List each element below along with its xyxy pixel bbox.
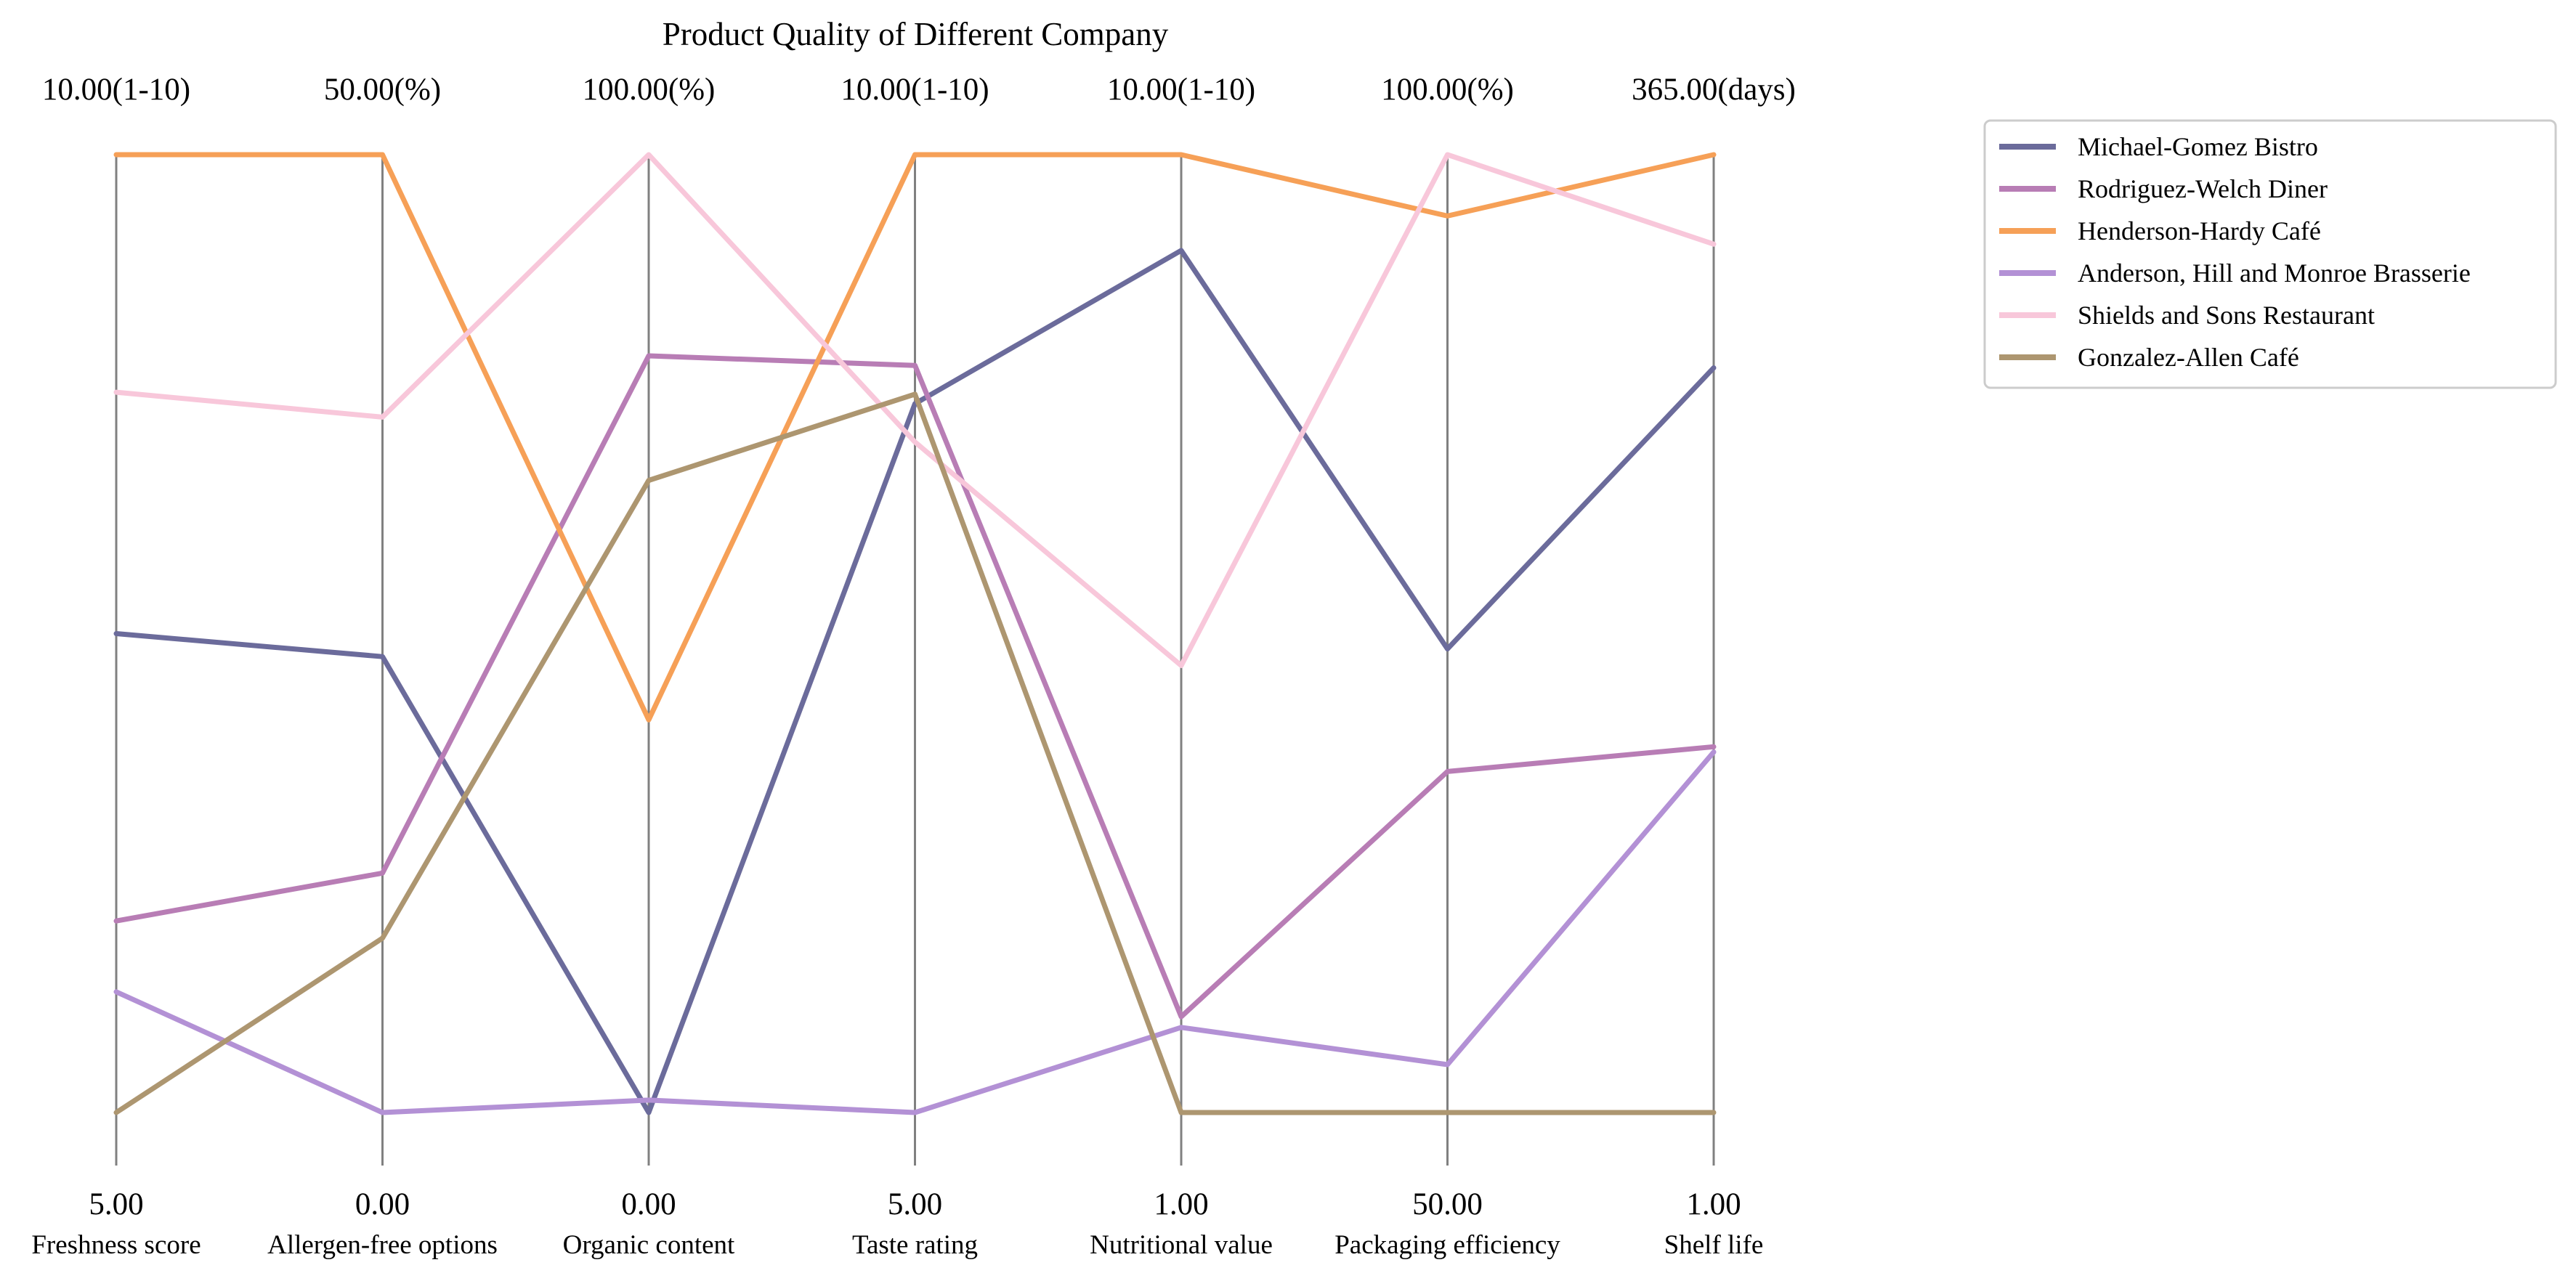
axes-layer: 10.00(1-10) 5.00 Freshness score 50.00(%) 0.… bbox=[31, 73, 1795, 1260]
legend-item: Shields and Sons Restaurant bbox=[1999, 301, 2375, 330]
axis-max-label: 100.00(%) bbox=[583, 73, 716, 107]
axis-min-label: 1.00 bbox=[1686, 1187, 1741, 1221]
legend-label: Anderson, Hill and Monroe Brasserie bbox=[2078, 259, 2471, 288]
axis-organic-content: 100.00(%) 0.00 Organic content bbox=[563, 73, 735, 1260]
axis-packaging-efficiency: 100.00(%) 50.00 Packaging efficiency bbox=[1334, 73, 1560, 1260]
series-line-anderson-hill-and-monroe-brasserie bbox=[113, 749, 1717, 1115]
series-layer bbox=[113, 152, 1717, 1115]
axis-max-label: 50.00(%) bbox=[324, 73, 441, 107]
axis-name: Freshness score bbox=[31, 1230, 201, 1260]
axis-name: Organic content bbox=[563, 1230, 735, 1260]
legend-item: Anderson, Hill and Monroe Brasserie bbox=[1999, 259, 2471, 288]
axis-taste-rating: 10.00(1-10) 5.00 Taste rating bbox=[841, 73, 989, 1260]
legend-item: Michael-Gomez Bistro bbox=[1999, 132, 2318, 161]
legend-label: Shields and Sons Restaurant bbox=[2078, 301, 2375, 330]
axis-name: Taste rating bbox=[852, 1230, 978, 1260]
axis-name: Allergen-free options bbox=[267, 1230, 498, 1260]
axis-min-label: 5.00 bbox=[89, 1187, 143, 1221]
legend-label: Gonzalez-Allen Café bbox=[2078, 343, 2299, 372]
axis-name: Nutritional value bbox=[1090, 1230, 1273, 1260]
legend-label: Henderson-Hardy Café bbox=[2078, 216, 2321, 245]
legend-label: Michael-Gomez Bistro bbox=[2078, 132, 2318, 161]
axis-max-label: 100.00(%) bbox=[1381, 73, 1514, 107]
axis-min-label: 1.00 bbox=[1154, 1187, 1208, 1221]
series-line-henderson-hardy-caf bbox=[113, 152, 1717, 723]
axis-max-label: 365.00(days) bbox=[1632, 73, 1796, 107]
axis-freshness-score: 10.00(1-10) 5.00 Freshness score bbox=[31, 73, 201, 1260]
axis-min-label: 0.00 bbox=[621, 1187, 676, 1221]
axis-max-label: 10.00(1-10) bbox=[42, 73, 190, 107]
legend-item: Henderson-Hardy Café bbox=[1999, 216, 2321, 245]
axis-name: Shelf life bbox=[1664, 1230, 1764, 1260]
legend-box bbox=[1983, 119, 2557, 389]
axis-name: Packaging efficiency bbox=[1334, 1230, 1560, 1260]
legend-item: Rodriguez-Welch Diner bbox=[1999, 174, 2328, 203]
series-line-michael-gomez-bistro bbox=[113, 248, 1717, 1115]
chart-title: Product Quality of Different Company bbox=[663, 16, 1169, 52]
axis-min-label: 0.00 bbox=[355, 1187, 410, 1221]
legend: Michael-Gomez Bistro Rodriguez-Welch Dine… bbox=[1983, 119, 2557, 389]
legend-item: Gonzalez-Allen Café bbox=[1999, 343, 2299, 372]
axis-shelf-life: 365.00(days) 1.00 Shelf life bbox=[1632, 73, 1796, 1260]
series-line-shields-and-sons-restaurant bbox=[113, 152, 1717, 668]
legend-label: Rodriguez-Welch Diner bbox=[2078, 174, 2328, 203]
axis-min-label: 50.00 bbox=[1412, 1187, 1483, 1221]
axis-max-label: 10.00(1-10) bbox=[1107, 73, 1255, 107]
axis-max-label: 10.00(1-10) bbox=[841, 73, 989, 107]
series-line-rodriguez-welch-diner bbox=[113, 353, 1717, 1020]
series-line-gonzalez-allen-caf bbox=[113, 391, 1717, 1115]
axis-allergen-free-options: 50.00(%) 0.00 Allergen-free options bbox=[267, 73, 498, 1260]
axis-min-label: 5.00 bbox=[888, 1187, 942, 1221]
legend-items: Michael-Gomez Bistro Rodriguez-Welch Dine… bbox=[1999, 132, 2471, 372]
